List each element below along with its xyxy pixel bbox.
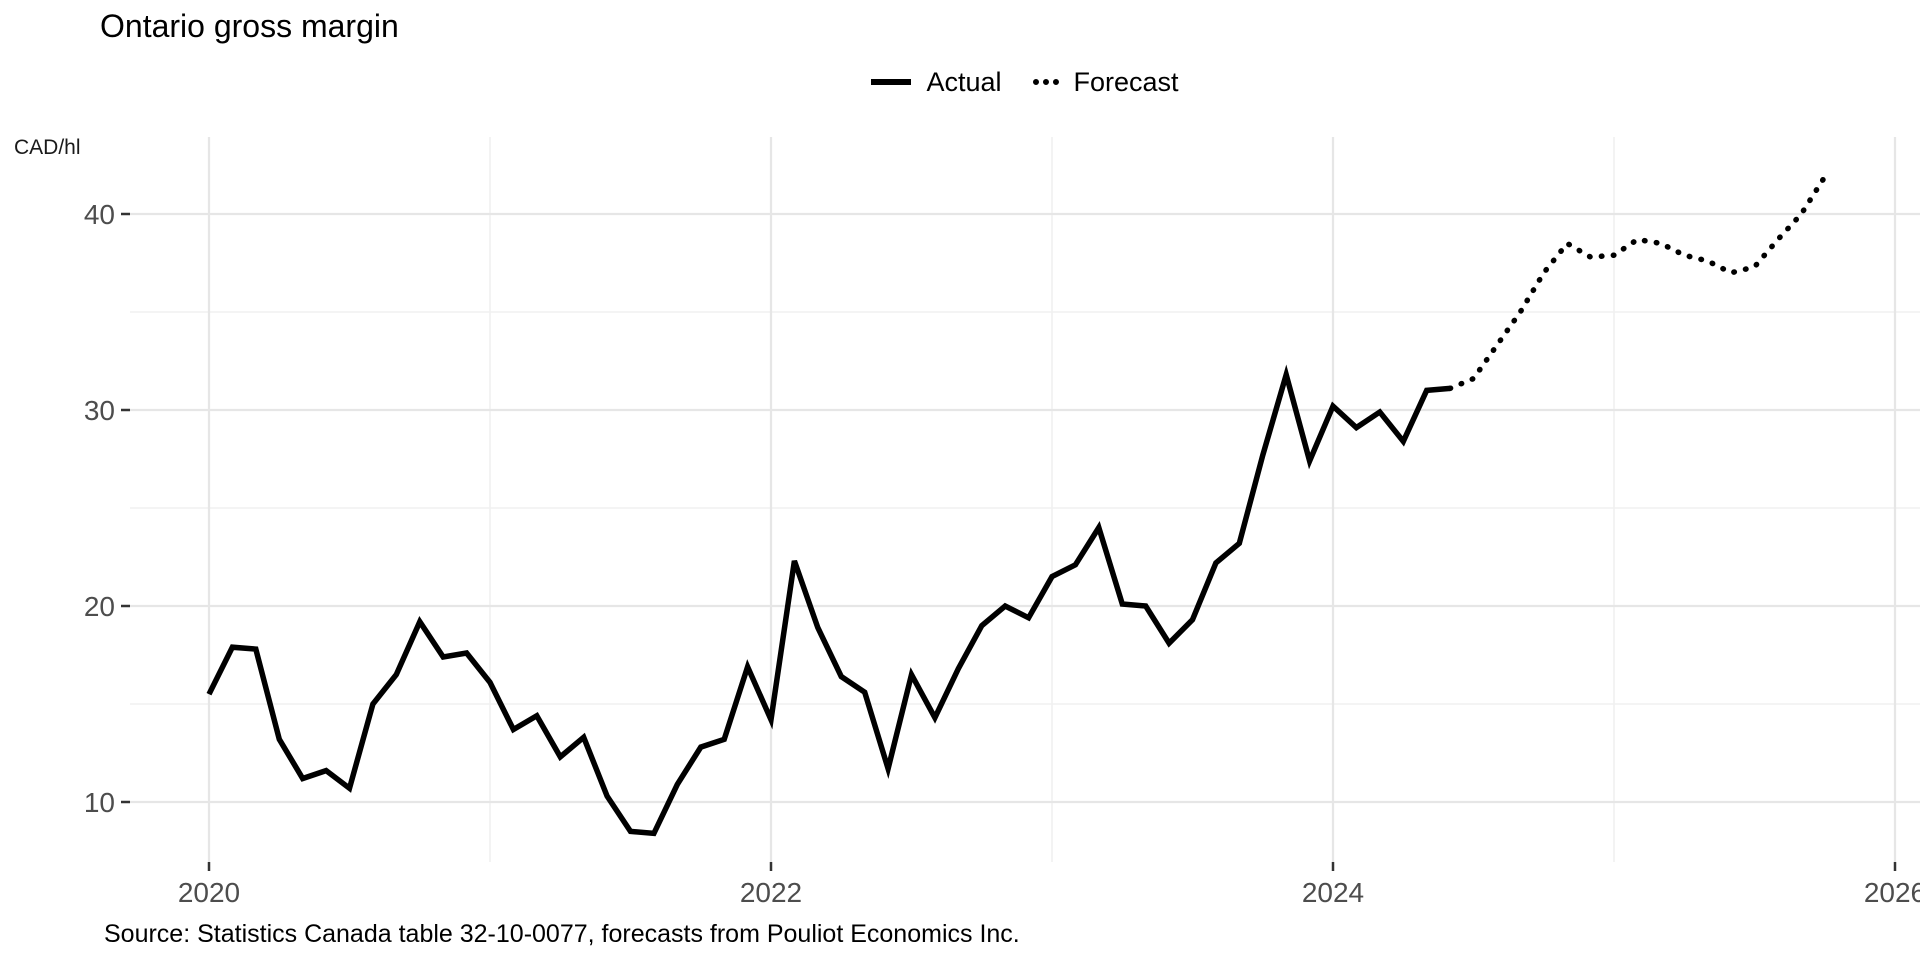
legend-label-actual: Actual (926, 66, 1002, 97)
x-tick-label: 2020 (178, 877, 240, 908)
y-tick-label: 10 (84, 787, 115, 818)
y-tick-label: 30 (84, 395, 115, 426)
chart-title: Ontario gross margin (100, 8, 399, 44)
x-tick-label: 2022 (740, 877, 802, 908)
x-tick-label: 2026 (1864, 877, 1920, 908)
chart-legend: Actual Forecast (130, 64, 1920, 100)
y-tick-label: 20 (84, 591, 115, 622)
series-line-forecast (1447, 174, 1828, 392)
y-tick-label: 40 (84, 199, 115, 230)
y-axis-unit-label: CAD/hl (14, 136, 81, 159)
legend-label-forecast: Forecast (1073, 66, 1179, 97)
legend-dotted-line-icon (1032, 79, 1059, 85)
legend-solid-line-icon (871, 79, 912, 85)
x-tick-label: 2024 (1302, 877, 1364, 908)
series-line-actual (206, 364, 1451, 837)
source-note: Source: Statistics Canada table 32-10-00… (104, 920, 1020, 948)
